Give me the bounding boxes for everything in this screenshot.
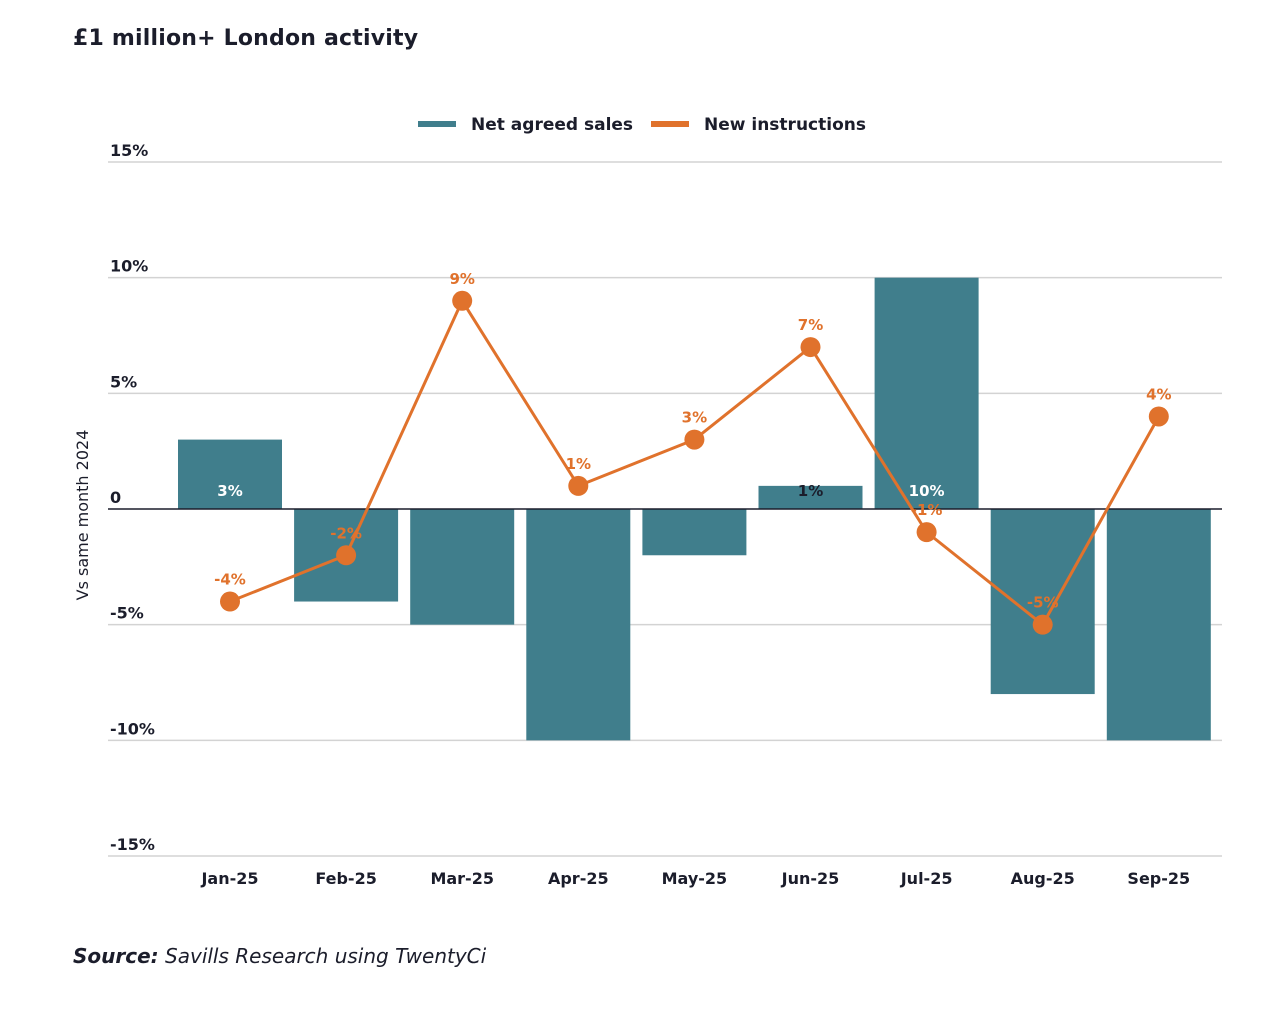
y-tick-label: 5% (110, 372, 137, 391)
bar-data-label: 1% (798, 482, 823, 500)
bar (1106, 509, 1211, 741)
bar-data-label: -4% (330, 607, 362, 625)
x-tick-label: Jul-25 (900, 869, 953, 888)
bar-data-label: -5% (446, 630, 478, 648)
bar (642, 509, 747, 556)
source-note: Source: Savills Research using TwentyCi (73, 944, 486, 968)
bar (874, 277, 979, 509)
y-tick-label: 0 (110, 488, 121, 507)
point-data-label: 3% (682, 409, 707, 427)
x-tick-label: Jan-25 (200, 869, 258, 888)
source-prefix: Source: (73, 944, 159, 968)
bar-data-label: 10% (909, 482, 945, 500)
x-tick-label: Feb-25 (315, 869, 377, 888)
x-tick-label: May-25 (662, 869, 728, 888)
chart-title: £1 million+ London activity (73, 26, 419, 51)
y-tick-label: -10% (110, 719, 155, 738)
bar-data-labels: 3% -4% -5% -10% -2% 1% 10% -8% -10% (217, 482, 1180, 763)
point-data-label: 1% (566, 455, 591, 473)
bar (758, 485, 863, 509)
data-point (916, 522, 937, 543)
data-point (568, 475, 589, 496)
point-data-label: 4% (1146, 385, 1171, 403)
legend-label-net-agreed-sales: Net agreed sales (471, 115, 633, 135)
point-data-label: -5% (1027, 594, 1059, 612)
y-axis-label: Vs same month 2024 (73, 430, 92, 601)
point-data-label: -1% (911, 501, 943, 519)
x-tick-label: Aug-25 (1011, 869, 1075, 888)
point-data-label: 9% (449, 270, 474, 288)
x-tick-label: Sep-25 (1127, 869, 1190, 888)
legend: Net agreed sales New instructions (418, 115, 866, 135)
data-point (1032, 614, 1053, 635)
x-tick-label: Apr-25 (548, 869, 609, 888)
data-point (1148, 406, 1169, 427)
data-point (220, 591, 240, 612)
bar-data-label: -8% (1027, 699, 1059, 717)
point-data-label: 7% (798, 316, 823, 334)
legend-swatch-new-instructions (651, 121, 689, 127)
x-tick-label: Jun-25 (781, 869, 840, 888)
y-tick-label: -15% (110, 835, 155, 854)
data-point (684, 429, 705, 450)
bar-data-label: 3% (217, 482, 242, 500)
data-point (800, 337, 821, 358)
bar (526, 509, 631, 741)
point-data-label: -4% (214, 571, 246, 589)
bar-data-label: -2% (679, 560, 711, 578)
x-axis-categories: Jan-25 Feb-25 Mar-25 Apr-25 May-25 Jun-25 Jul-… (200, 869, 1190, 888)
y-tick-label: -5% (110, 604, 144, 623)
source-text: Savills Research using TwentyCi (158, 944, 487, 968)
data-point (452, 290, 473, 311)
bar (410, 509, 515, 625)
x-tick-label: Mar-25 (430, 869, 494, 888)
y-axis-ticks: 15% 10% 5% 0 -5% -10% -15% (110, 141, 155, 854)
line-series-new-instructions: -4% -2% 9% 1% 3% 7% -1% -5% 4% (214, 270, 1172, 635)
bar-data-label: -10% (1138, 745, 1180, 763)
bar (178, 439, 282, 509)
legend-swatch-net-agreed-sales (418, 121, 456, 127)
data-point (336, 545, 357, 566)
legend-label-new-instructions: New instructions (704, 115, 866, 135)
gridlines (108, 161, 1222, 857)
bar-data-label: -10% (557, 745, 599, 763)
y-tick-label: 10% (110, 257, 148, 276)
point-data-label: -2% (330, 524, 362, 542)
y-tick-label: 15% (110, 141, 148, 160)
bar (990, 509, 1095, 695)
